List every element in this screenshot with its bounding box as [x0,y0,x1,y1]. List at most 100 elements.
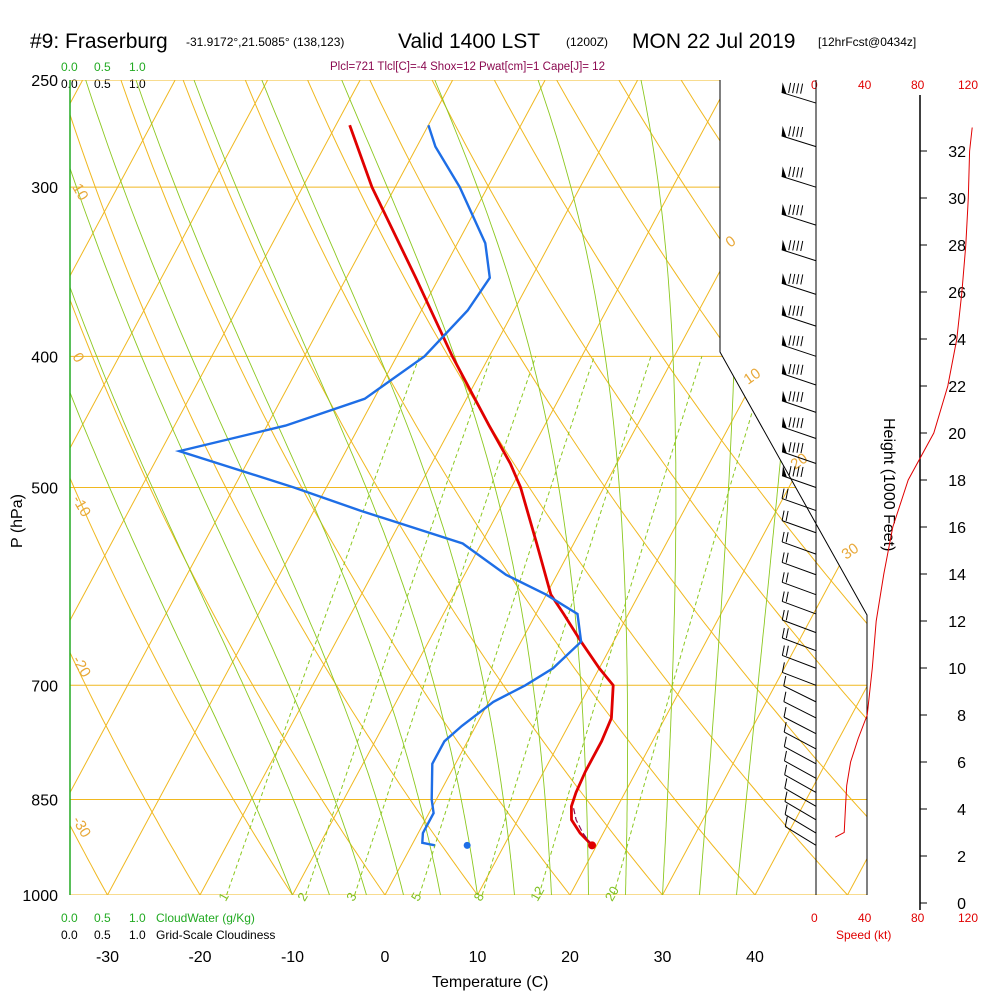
height-tick-label: 4 [957,802,966,819]
wind-barb [781,645,817,669]
wind-barb [781,510,817,534]
wind-barb [781,416,817,439]
theta-label: 20 [788,450,811,473]
moist-adiabat [434,80,589,895]
theta-label: 0 [723,233,740,252]
temperature-tick-label: 20 [561,949,579,966]
wind-barb [781,82,817,104]
wind-barb [783,691,817,719]
speed-axis-label: Speed (kt) [836,928,891,942]
height-tick-label: 24 [948,332,966,349]
isotherm-line [70,80,454,895]
dry-adiabat [70,80,500,895]
dry-adiabat [296,80,867,895]
height-tick-label: 32 [948,144,966,161]
moist-adiabat [193,80,478,895]
wind-barb [781,465,817,488]
wind-panel [781,82,973,846]
wind-barb [783,722,817,750]
isotherm-label: 10 [69,181,92,204]
dry-adiabat [70,80,125,895]
isotherm-label: 0 [69,350,88,366]
sounding-traces [174,124,615,850]
isotherm-line [70,80,176,895]
forecast-run: [12hrFcst@0434z] [818,35,916,49]
height-tick-label: 10 [948,661,966,678]
temperature-tick-label: -20 [188,949,211,966]
mixing-ratio-label: 12 [527,884,547,904]
cloud-bottom-black-1: 0.5 [94,928,111,942]
mixing-ratio-line [481,356,652,895]
wind-barb [781,662,817,686]
moist-adiabat [70,80,330,895]
pressure-tick-label: 250 [31,73,58,90]
temperature-tick-label: -30 [96,949,119,966]
zulu-time: (1200Z) [566,35,608,49]
height-tick-label: 28 [948,238,966,255]
wind-barb [783,675,817,703]
wind-barb [781,166,817,188]
height-tick-label: 26 [948,285,966,302]
pressure-tick-label: 700 [31,678,58,695]
moist-adiabat [261,80,515,895]
isotherm-line [754,80,867,895]
moist-adiabat [640,80,677,895]
mixing-ratio-label: 2 [294,890,311,904]
height-tick-label: 14 [948,567,966,584]
dry-adiabat [419,80,867,895]
background-grid [70,56,1000,924]
theta-label: 30 [839,540,862,563]
height-tick-label: 8 [957,708,966,725]
wind-barb [781,488,817,512]
wind-barb [781,591,817,615]
pressure-tick-label: 500 [31,481,58,498]
moist-adiabat [341,80,552,895]
wind-barb [781,531,817,555]
wind-barb [784,804,817,834]
wind-barb [781,627,817,652]
wind-speed-profile [834,127,973,838]
surface-temperature-marker [588,841,597,850]
cloudiness-label: Grid-Scale Cloudiness [156,928,275,942]
station-coords: -31.9172°,21.5085° (138,123) [186,35,344,49]
wind-barb [781,239,817,262]
wind-barb [781,204,817,226]
dry-adiabat [112,80,594,895]
cloud-top-black-1: 0.5 [94,77,111,91]
cloud-bottom-green-1: 0.5 [94,911,111,925]
dry-adiabat [70,80,406,895]
wind-barb [781,363,817,386]
height-tick-label: 2 [957,849,966,866]
mixing-ratio-line [226,356,420,895]
cloud-bottom-green-2: 1.0 [129,911,146,925]
valid-time: Valid 1400 LST [398,30,540,53]
moist-adiabat [70,80,367,895]
mixing-ratio-line [418,356,595,895]
cloud-top-green-1: 0.5 [94,60,111,74]
wind-barb [781,334,817,357]
wind-barb [784,764,817,793]
dry-adiabat [542,80,867,895]
height-tick-label: 20 [948,426,966,443]
isotherm-line [847,80,867,895]
dry-adiabat [974,56,1000,924]
surface-dewpoint-marker [463,841,471,849]
height-tick-label: 16 [948,520,966,537]
wind-barb [781,390,817,413]
mixing-ratio-line [354,356,537,895]
cloudwater-label: CloudWater (g/Kg) [156,911,255,925]
mixing-ratio-line [305,356,492,895]
isotherm-label: -30 [69,813,95,840]
height-axis-title: Height (1000 Feet) [880,418,897,551]
temperature-tick-label: 0 [381,949,390,966]
wind-barb [781,273,817,295]
station-title: #9: Fraserburg [30,30,168,53]
wind-barb [783,736,817,765]
cloud-bottom-green-0: 0.0 [61,911,78,925]
dry-adiabat [173,80,687,895]
wind-barb [781,572,817,596]
pressure-tick-label: 850 [31,792,58,809]
mixing-ratio-label: 1 [215,890,232,904]
theta-label: 10 [741,365,764,388]
